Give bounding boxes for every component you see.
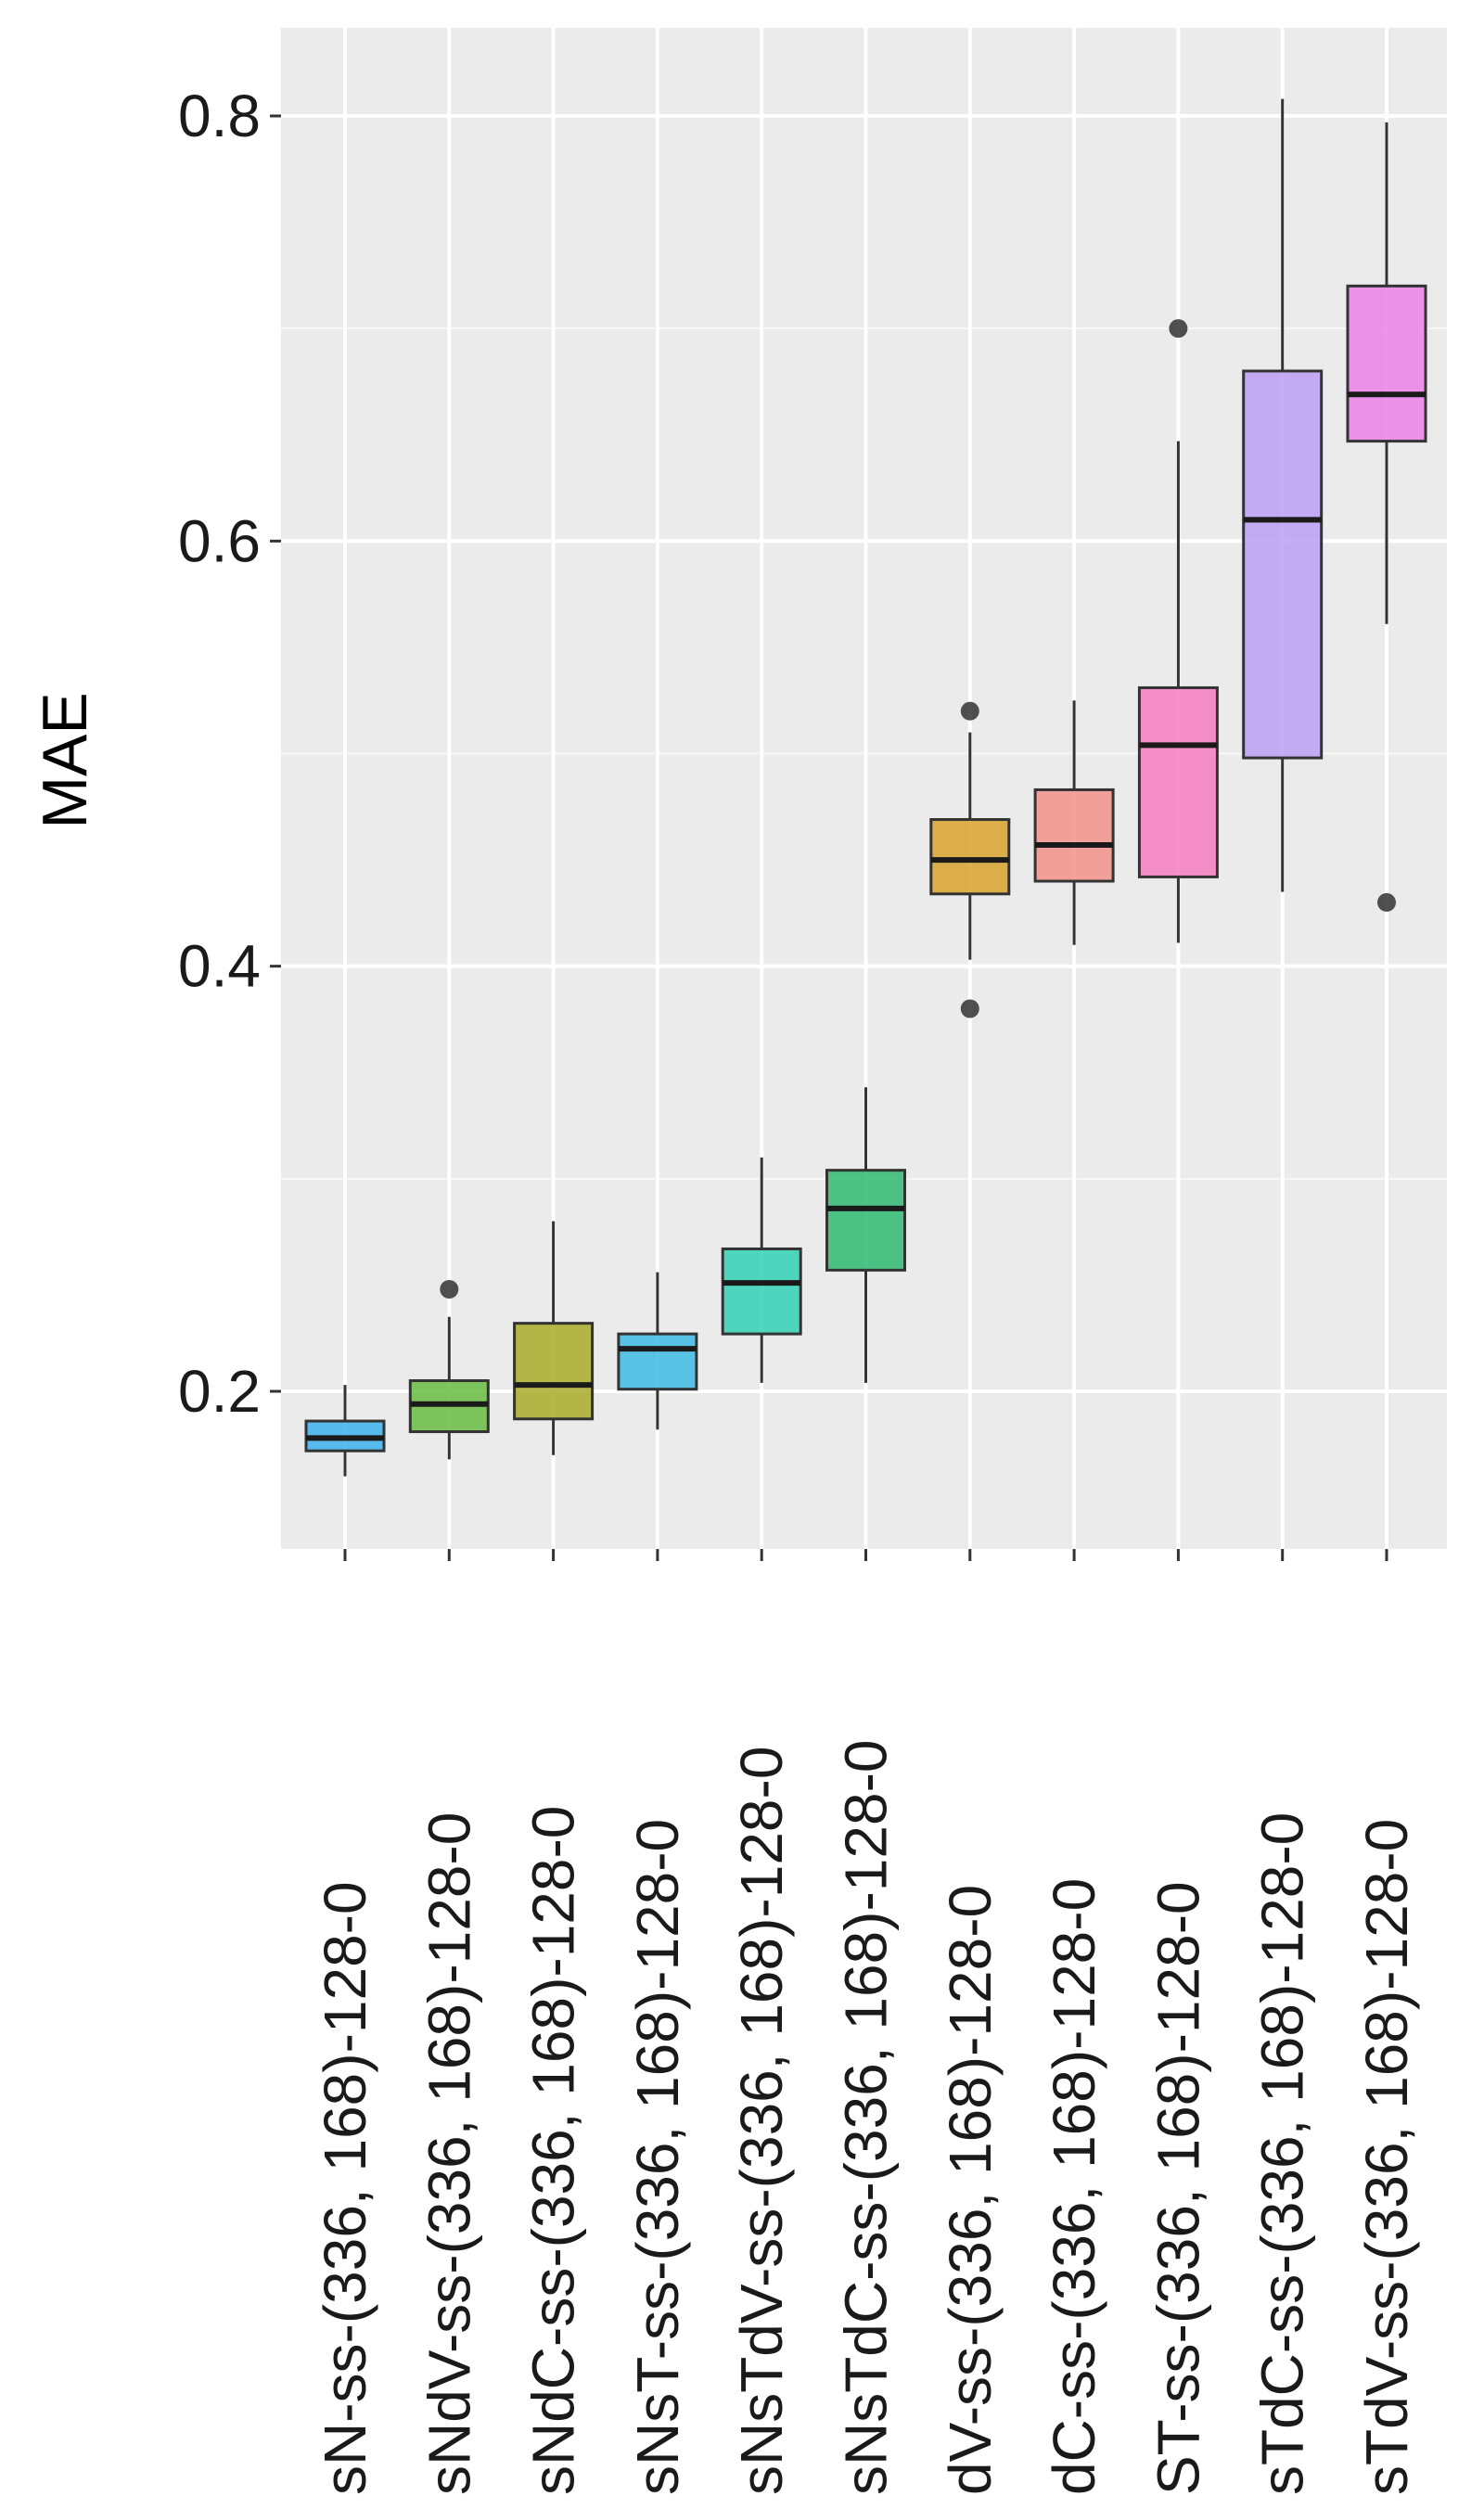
y-tick-label: 0.4: [178, 933, 261, 1000]
y-tick-label: 0.2: [178, 1358, 261, 1425]
outlier-point: [960, 701, 979, 721]
x-category-label: sTdC-ss-(336, 168)-128-0: [1249, 1812, 1316, 2495]
x-category-label: sNdV-ss-(336, 168)-128-0: [416, 1812, 482, 2495]
box-series: [304, 98, 1427, 1477]
x-axis-labels: sN-ss-(336, 168)-128-0 sNdV-ss-(336, 168)…: [312, 1740, 1420, 2496]
y-axis-ticks: 0.2 0.4 0.6 0.8: [178, 83, 281, 1425]
y-axis-title: MAE: [30, 692, 100, 828]
x-category-label: sNdC-ss-(336, 168)-128-0: [520, 1806, 587, 2495]
x-category-label: sNsT-ss-(336, 168)-128-0: [624, 1819, 691, 2495]
box-iqr: [825, 1169, 906, 1272]
box-6: [825, 1087, 906, 1383]
y-tick-label: 0.6: [178, 507, 261, 574]
x-category-label: dC-ss-(336, 168)-128-0: [1041, 1878, 1107, 2495]
x-category-label: sNsTdV-ss-(336, 168)-128-0: [728, 1747, 795, 2495]
outlier-point: [960, 999, 979, 1018]
box-7: [929, 701, 1011, 1018]
x-category-label: sNsTdC-ss-(336, 168)-128-0: [833, 1740, 900, 2496]
box-9: [1137, 319, 1219, 943]
x-category-label: ST-ss-(336, 168)-128-0: [1145, 1881, 1211, 2495]
box-iqr: [1033, 787, 1115, 883]
box-iqr: [929, 818, 1011, 896]
box-10: [1242, 98, 1324, 892]
box-iqr: [1137, 685, 1219, 878]
x-category-label: dV-ss-(336, 168)-128-0: [937, 1885, 1004, 2495]
box-iqr: [617, 1332, 698, 1391]
box-11: [1346, 122, 1427, 912]
box-3: [513, 1221, 595, 1455]
box-iqr: [1346, 284, 1427, 443]
box-iqr: [513, 1322, 595, 1421]
box-1: [304, 1385, 386, 1477]
box-5: [721, 1157, 802, 1383]
box-8: [1033, 700, 1115, 945]
box-iqr: [1242, 369, 1324, 760]
x-category-label: sN-ss-(336, 168)-128-0: [312, 1881, 378, 2495]
x-category-label: sTdV-ss-(336, 168)-128-0: [1353, 1819, 1420, 2495]
box-2: [408, 1280, 490, 1460]
outlier-point: [440, 1280, 459, 1299]
box-iqr: [721, 1247, 802, 1336]
outlier-point: [1169, 319, 1188, 339]
outlier-point: [1377, 892, 1396, 912]
y-tick-label: 0.8: [178, 83, 261, 149]
x-axis-ticks: [343, 1549, 1388, 1561]
box-4: [617, 1272, 698, 1430]
